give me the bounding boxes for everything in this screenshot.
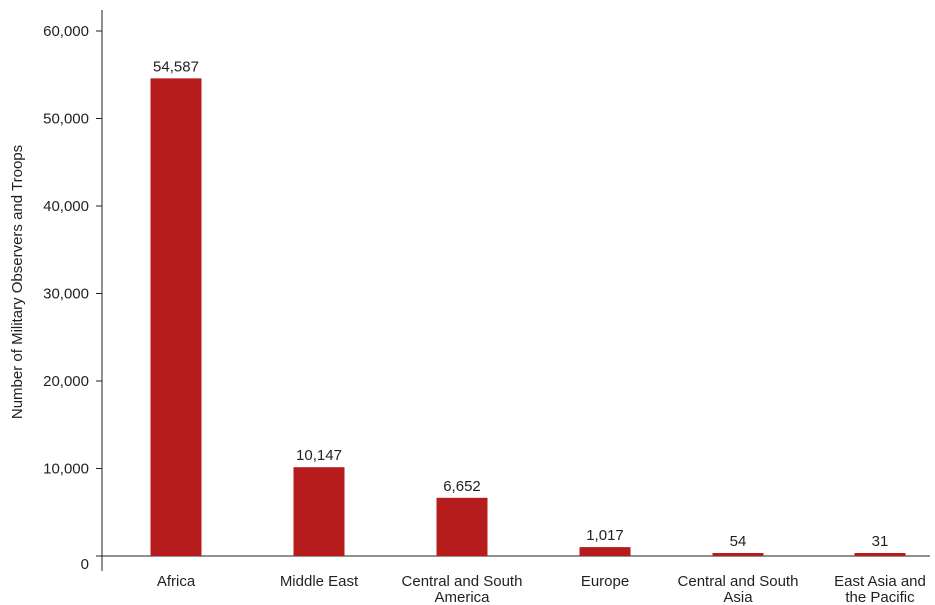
category-label: Middle East: [280, 573, 359, 590]
y-tick-label: 30,000: [43, 286, 89, 303]
category-label: Europe: [581, 573, 629, 590]
y-tick-label: 40,000: [43, 198, 89, 215]
bar: [712, 553, 764, 556]
category-label: East Asia and the Pacific: [834, 573, 926, 605]
y-axis-title: Number of Military Observers and Troops: [9, 145, 26, 419]
y-tick-label: 50,000: [43, 111, 89, 128]
bars: [150, 78, 906, 557]
category-label: Central and South America: [402, 573, 523, 605]
y-tick-label: 20,000: [43, 373, 89, 390]
data-labels: 54,587 10,147 6,652 1,017 54 31: [153, 58, 888, 550]
bar: [293, 467, 345, 556]
y-tick-label: 0: [81, 556, 89, 573]
x-axis: Africa Middle East Central and South Americ…: [102, 555, 930, 605]
category-label: Central and South Asia: [678, 573, 799, 605]
bar: [436, 497, 488, 556]
y-axis: 0 10,000 20,000 30,000 40,000 50,000 60,000: [43, 10, 103, 573]
data-label: 54: [730, 533, 747, 550]
category-label: Africa: [157, 573, 196, 590]
data-label: 10,147: [296, 447, 342, 464]
bar: [579, 547, 631, 556]
data-label: 1,017: [586, 527, 624, 544]
y-tick-label: 10,000: [43, 461, 89, 478]
data-label: 31: [872, 533, 889, 550]
data-label: 6,652: [443, 478, 481, 495]
y-tick-label: 60,000: [43, 23, 89, 40]
bar: [854, 553, 906, 556]
bar: [150, 78, 202, 557]
data-label: 54,587: [153, 58, 199, 75]
